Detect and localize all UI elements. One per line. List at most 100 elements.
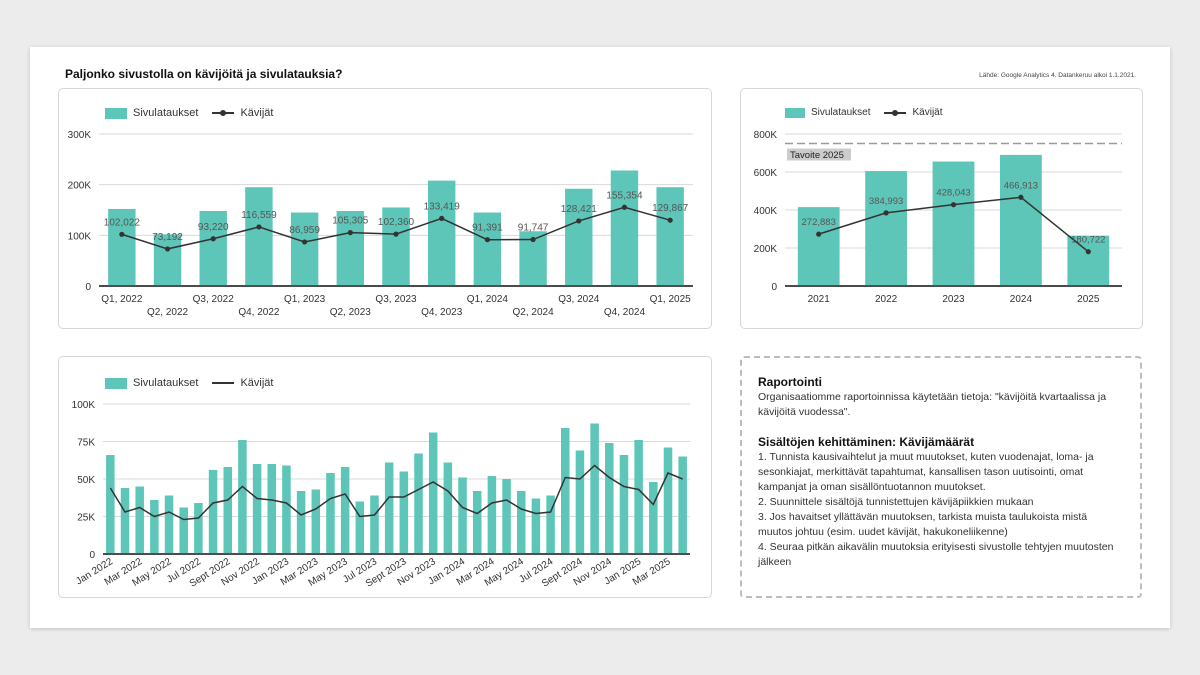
bar (1067, 235, 1110, 286)
legend-bar-label: Sivulataukset (811, 107, 871, 118)
data-label: 91,391 (472, 223, 503, 234)
bar (473, 212, 502, 286)
x-tick-label: Q3, 2024 (558, 294, 600, 305)
x-tick-label: Q2, 2022 (147, 307, 189, 318)
visitors-point (1085, 249, 1091, 255)
bar (427, 180, 456, 286)
visitors-line (109, 464, 683, 521)
bar (590, 423, 599, 554)
data-label: 93,220 (198, 222, 229, 233)
bar (565, 188, 593, 286)
x-tick-label: 2023 (942, 294, 965, 305)
bar (245, 187, 273, 286)
y-tick-label: 50K (77, 475, 95, 486)
source-note: Lähde: Google Analytics 4. Datankeruu al… (979, 72, 1136, 79)
legend-line-label: Kävijät (240, 377, 274, 389)
data-label: 102,022 (104, 217, 141, 228)
bar (516, 491, 526, 554)
x-tick-label: Q4, 2024 (604, 307, 646, 318)
quarterly-chart: 0 100K 200K 300K 102,022 73,192 93,220 116,559 8… (68, 130, 693, 318)
bar (238, 440, 247, 554)
data-label: 105,305 (332, 216, 369, 227)
visitors-point (210, 236, 216, 242)
visitors-point (164, 246, 171, 252)
x-tick-label: Q3, 2022 (193, 294, 235, 305)
x-tick-label: Q4, 2022 (238, 307, 280, 318)
bar (458, 477, 467, 554)
visitors-point (667, 217, 673, 223)
bar (531, 498, 541, 554)
x-tick-label: 2022 (875, 294, 898, 305)
y-tick-label: 0 (89, 550, 95, 561)
bar (487, 476, 497, 554)
bar (108, 208, 136, 286)
bar (399, 471, 409, 554)
bar (282, 465, 291, 554)
bar (223, 467, 232, 554)
data-label: 272,883 (802, 217, 836, 228)
bar (384, 462, 394, 554)
x-tick-label: Q4, 2023 (421, 307, 463, 318)
bar (340, 467, 350, 554)
legend-bar-label: Sivulataukset (133, 377, 199, 389)
bar (194, 503, 203, 554)
y-tick-label: 200K (754, 244, 778, 255)
bar (120, 488, 130, 554)
bar (428, 432, 438, 554)
bar (797, 207, 840, 286)
y-tick-label: 300K (68, 130, 92, 141)
y-tick-label: 0 (771, 282, 777, 293)
monthly-chart-panel: Sivulataukset Kävijät 0 25K 50K 75K 100K Jan … (58, 356, 712, 598)
visitors-point (1018, 194, 1024, 200)
notes-list-item: 3. Jos havaitset yllättävän muutoksen, t… (758, 511, 1088, 538)
legend-line-swatch (212, 110, 235, 116)
y-tick-label: 100K (72, 400, 96, 411)
bar (932, 161, 975, 286)
x-tick-label: 2021 (808, 294, 831, 305)
bar (326, 473, 335, 554)
visitors-point (393, 231, 399, 237)
x-tick-label: 2025 (1077, 294, 1100, 305)
y-tick-label: 25K (77, 513, 95, 524)
bar (472, 491, 482, 554)
visitors-point (347, 230, 353, 236)
notes-list-item: 2. Suunnittele sisältöjä tunnistettujen … (758, 496, 1034, 508)
y-tick-label: 600K (754, 168, 778, 179)
visitors-point (439, 215, 445, 222)
visitors-point (530, 236, 536, 243)
bar (135, 486, 144, 554)
bar (150, 500, 159, 554)
data-label: 180,722 (1071, 235, 1105, 246)
x-tick-label: Q1, 2025 (650, 294, 692, 305)
data-label: 128,421 (561, 204, 598, 215)
chart-legend: Sivulataukset Kävijät (785, 107, 943, 118)
bar (355, 501, 365, 554)
bar (208, 470, 218, 554)
data-label: 129,867 (652, 203, 689, 214)
bar (546, 495, 555, 554)
x-tick-label: Q2, 2023 (330, 307, 372, 318)
data-label: 384,993 (869, 196, 903, 207)
bar (252, 464, 262, 554)
x-tick-label: 2024 (1010, 294, 1033, 305)
x-tick-label: Q1, 2023 (284, 294, 326, 305)
bar (663, 447, 673, 554)
bar (575, 450, 585, 554)
bar (179, 507, 188, 554)
yearly-chart-panel: Sivulataukset Kävijät 0 200K 400K 600K 800K T… (740, 88, 1143, 329)
legend-line-label: Kävijät (240, 107, 274, 119)
chart-legend: Sivulataukset Kävijät (105, 107, 273, 119)
legend-bar-label: Sivulataukset (133, 107, 199, 119)
bar (502, 479, 511, 554)
report-notes-panel: Raportointi Organisaatiomme raportoinnis… (740, 356, 1142, 598)
yearly-chart: 0 200K 400K 600K 800K Tavoite 2025 272,883 384,… (754, 130, 1122, 305)
visitors-point (302, 239, 308, 245)
notes-list-item: 1. Tunnista kausivaihtelut ja muut muuto… (758, 451, 1094, 493)
bar (382, 207, 410, 286)
chart-legend: Sivulataukset Kävijät (105, 377, 273, 389)
x-tick-label: Q3, 2023 (375, 294, 417, 305)
y-tick-label: 400K (754, 206, 778, 217)
bar (605, 443, 614, 554)
data-label: 102,360 (378, 217, 415, 228)
